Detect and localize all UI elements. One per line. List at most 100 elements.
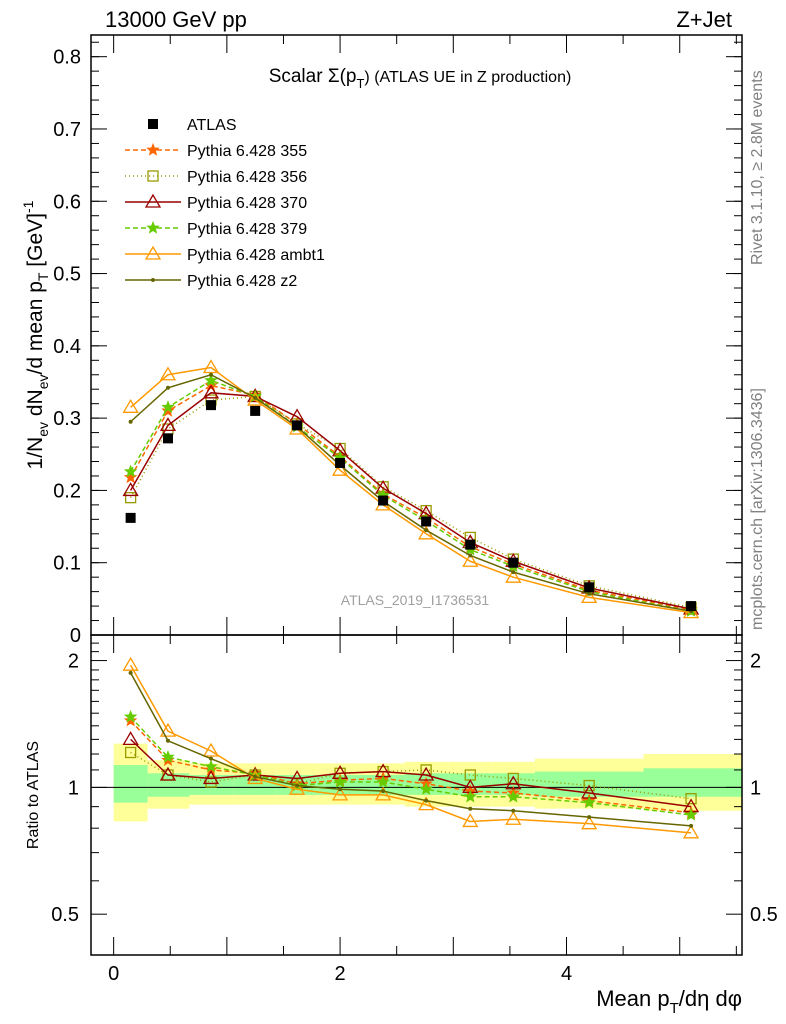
legend-entry: Pythia 6.428 z2 — [125, 273, 297, 290]
series-point — [202, 384, 220, 399]
series-line — [129, 379, 692, 612]
series-point — [122, 482, 139, 497]
ratio-series-line — [130, 716, 692, 816]
series-point — [587, 591, 592, 596]
ratio-series-point — [159, 766, 177, 781]
atlas-data-point — [378, 495, 389, 506]
series-point — [462, 552, 479, 567]
ratio-series-line — [129, 672, 692, 827]
series-point — [159, 366, 177, 381]
ratio-series-point — [161, 749, 175, 763]
legend-label: Pythia 6.428 z2 — [187, 273, 297, 290]
ratio-series-point — [165, 738, 170, 743]
xtick-label: 4 — [561, 963, 572, 985]
atlas-data-point — [292, 420, 303, 431]
ratio-series-point — [204, 759, 218, 773]
ratio-ytick-label-right: 1 — [750, 777, 761, 799]
series-point — [159, 417, 177, 432]
series-point — [204, 373, 218, 387]
main-ytick-label: 0.4 — [53, 336, 81, 358]
ratio-series-point — [417, 796, 435, 811]
series-point — [122, 398, 139, 413]
main-ytick-label: 0.2 — [53, 480, 81, 502]
series-line — [129, 395, 692, 609]
legend-label: Pythia 6.428 370 — [187, 195, 307, 212]
ratio-series-point — [463, 789, 478, 803]
ratio-series-line — [130, 738, 692, 808]
ratio-ytick-label: 0.5 — [51, 904, 79, 926]
ratio-series-point — [462, 813, 479, 828]
ratio-series-point — [689, 823, 694, 828]
series-line — [130, 373, 692, 612]
series-point — [165, 385, 170, 390]
legend-marker — [146, 142, 160, 156]
series-line — [129, 392, 692, 610]
ratio-series-point — [159, 722, 177, 737]
ratio-ytick-label: 1 — [68, 777, 79, 799]
main-ytick-label: 0.6 — [53, 191, 81, 213]
ratio-ytick-label-right: 2 — [750, 651, 761, 673]
atlas-data-point — [584, 582, 595, 593]
ratio-ytick-label: 2 — [68, 651, 79, 673]
series-point — [123, 470, 138, 484]
ratio-series-point — [122, 656, 139, 671]
ratio-series-point — [582, 795, 596, 809]
ratio-band-inner — [113, 765, 742, 803]
analysis-watermark: ATLAS_2019_I1736531 — [341, 592, 490, 608]
atlas-data-point — [206, 400, 217, 411]
ratio-series-point — [581, 815, 598, 830]
ratio-series-point — [684, 807, 698, 821]
plot-title-sub: T — [356, 76, 364, 91]
rivet-version-label: Rivet 3.1.10, ≥ 2.8M events — [749, 70, 766, 265]
axis-ticks: 0 0.1 0.2 0.3 0.4 0.5 0.6 0.7 0.8 0.5 0.5 1 1 2 2 0 2 4 — [51, 35, 778, 985]
ratio-series-point — [338, 787, 343, 792]
ratio-series-point — [374, 786, 392, 801]
atlas-data-point — [508, 557, 519, 568]
ratio-series-point — [511, 808, 516, 813]
ratio-ylabel: Ratio to ATLAS — [25, 741, 42, 849]
main-ytick-label: 0.1 — [53, 553, 81, 575]
series-point — [253, 395, 258, 400]
series-point — [123, 464, 138, 478]
atlas-data-point — [335, 457, 346, 468]
legend-marker — [148, 119, 158, 129]
ratio-series-point — [682, 824, 700, 839]
legend-entry: Pythia 6.428 ambt1 — [125, 245, 325, 264]
ratio-series-point — [123, 709, 138, 723]
main-ytick-label: 0.7 — [53, 119, 81, 141]
atlas-data-point — [250, 405, 261, 416]
legend-entry: Pythia 6.428 355 — [125, 142, 307, 160]
series-point — [468, 553, 473, 558]
series-point — [505, 568, 522, 583]
ratio-series-point — [202, 770, 220, 785]
series-line — [129, 384, 692, 611]
mcplots-label: mcplots.cern.ch [arXiv:1306.3436] — [749, 388, 766, 630]
ratio-series-point — [202, 742, 220, 757]
legend-marker — [144, 245, 162, 260]
ratio-series-point — [583, 779, 595, 792]
ratio-series-point — [122, 731, 139, 746]
ratio-series-point — [505, 775, 522, 790]
series-point — [161, 400, 175, 413]
series-point — [682, 604, 700, 619]
series-point — [424, 528, 429, 533]
band-inner-bin — [233, 774, 277, 795]
ratio-series-point — [381, 789, 386, 794]
atlas-data-points — [125, 400, 697, 612]
legend-label: Pythia 6.428 ambt1 — [187, 247, 325, 264]
legend-entry-atlas: ATLAS — [148, 117, 237, 134]
ratio-series-point — [209, 756, 214, 761]
legend-marker — [151, 278, 155, 282]
ratio-plot-frame — [90, 634, 743, 956]
series-point — [581, 589, 598, 604]
ratio-series-point — [417, 766, 435, 781]
atlas-data-point — [162, 433, 173, 444]
ratio-series-point — [128, 670, 133, 675]
legend-marker — [146, 220, 160, 234]
ratio-series-point — [288, 780, 306, 795]
legend-label: Pythia 6.428 356 — [187, 169, 307, 186]
legend-entry: Pythia 6.428 379 — [125, 220, 307, 238]
plot-title-main: Scalar Σ(p — [269, 66, 357, 87]
atlas-data-point — [686, 601, 697, 612]
ratio-series-point — [205, 776, 217, 788]
